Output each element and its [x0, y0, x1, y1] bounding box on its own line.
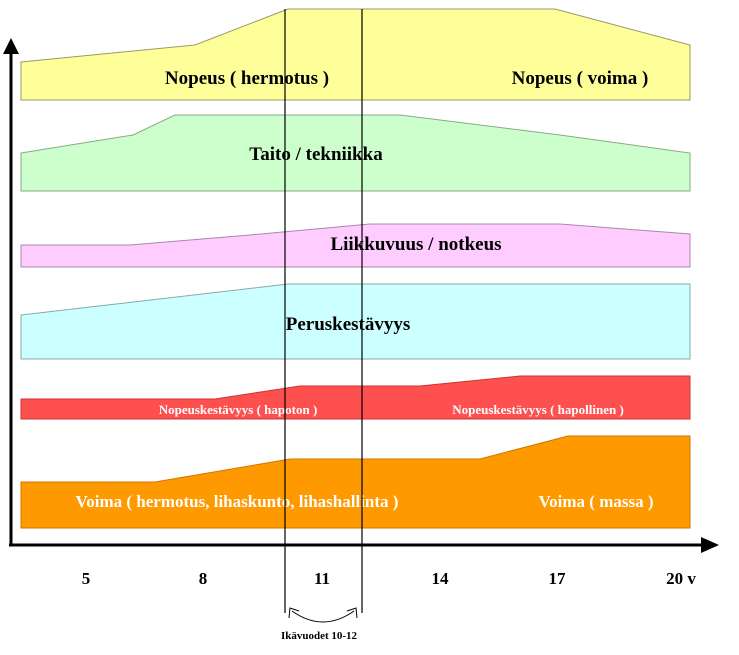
x-tick-label: 20 v — [666, 569, 696, 588]
x-tick-label: 11 — [314, 569, 330, 588]
y-axis-arrowhead — [3, 38, 19, 54]
band-peruskestavyys-label: Peruskestävyys — [286, 314, 411, 335]
band-nopeus: Nopeus ( hermotus ) Nopeus ( voima ) — [20, 8, 691, 101]
band-peruskestavyys-shape — [20, 283, 691, 360]
band-peruskestavyys: Peruskestävyys — [20, 283, 691, 360]
band-taito-shape — [20, 114, 691, 192]
band-nopeuskestavyys: Nopeuskestävyys ( hapoton ) Nopeuskestäv… — [20, 375, 691, 420]
band-liikkuvuus-shape — [20, 223, 691, 268]
sensitive-period-label: Ikävuodet 10-12 — [281, 630, 358, 642]
band-taito-label: Taito / tekniikka — [249, 144, 383, 165]
sensitive-period-arrow — [288, 607, 358, 623]
x-tick-label: 8 — [199, 569, 208, 588]
band-voima-shape — [20, 435, 691, 529]
band-nopeus-label-1: Nopeus ( hermotus ) — [165, 68, 329, 89]
x-tick-label: 17 — [549, 569, 567, 588]
band-voima: Voima ( hermotus, lihaskunto, lihashalli… — [20, 435, 691, 529]
band-liikkuvuus-label: Liikkuvuus / notkeus — [330, 234, 501, 255]
band-voima-label-1: Voima ( hermotus, lihaskunto, lihashalli… — [76, 492, 399, 511]
x-tick-label: 14 — [432, 569, 450, 588]
band-nopeuskestavyys-label-2: Nopeuskestävyys ( hapollinen ) — [452, 402, 624, 417]
band-voima-label-2: Voima ( massa ) — [538, 492, 653, 511]
x-axis-arrowhead — [701, 537, 719, 553]
band-nopeus-shape — [20, 8, 691, 101]
band-nopeuskestavyys-shape — [20, 375, 691, 420]
band-nopeus-label-2: Nopeus ( voima ) — [512, 68, 649, 89]
band-liikkuvuus: Liikkuvuus / notkeus — [20, 223, 691, 268]
band-taito: Taito / tekniikka — [20, 114, 691, 192]
x-tick-label: 5 — [82, 569, 91, 588]
band-nopeuskestavyys-label-1: Nopeuskestävyys ( hapoton ) — [159, 402, 318, 417]
